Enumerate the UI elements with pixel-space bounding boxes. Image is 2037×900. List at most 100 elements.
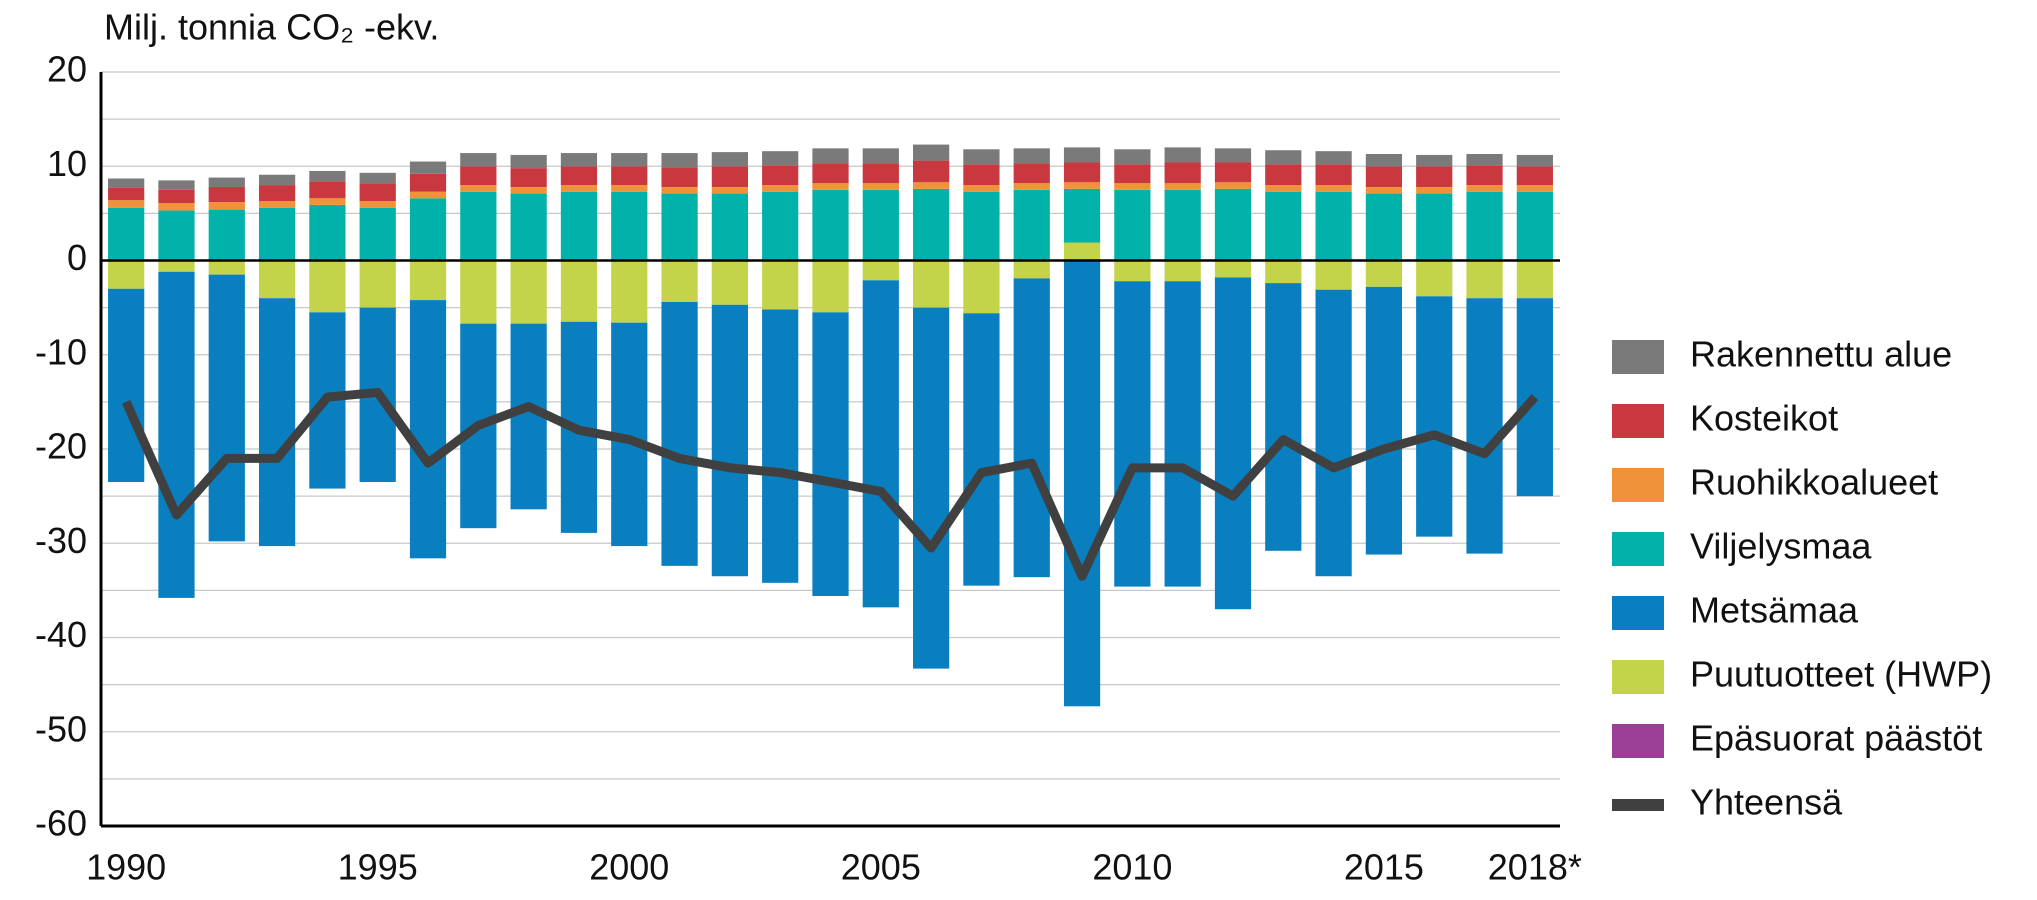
bar-segment — [963, 164, 1000, 186]
bar-segment — [1365, 166, 1403, 187]
bar-segment — [1114, 189, 1151, 260]
total-line — [122, 387, 1539, 581]
bar-segment — [510, 154, 547, 169]
bar-segment — [1013, 278, 1050, 578]
bar-segment — [1214, 148, 1252, 163]
bar-segment — [158, 210, 195, 260]
bar-segment — [359, 183, 396, 202]
bar-segment — [460, 191, 497, 260]
bar-segment — [913, 160, 950, 183]
bar-segment — [158, 271, 195, 598]
bar-segment — [812, 183, 849, 190]
bar-segment — [208, 186, 245, 203]
bar-segment — [1063, 188, 1101, 243]
bar-segment — [762, 309, 799, 583]
bar-segment — [258, 207, 296, 260]
chart-title: Milj. tonnia CO₂ -ekv. — [104, 7, 439, 48]
bar-segment — [1013, 148, 1050, 164]
bar-segment — [1063, 260, 1101, 707]
bar-segment — [1164, 162, 1201, 184]
bar-segment — [1164, 183, 1201, 190]
bar-segment — [1114, 149, 1151, 165]
x-tick-label: 1995 — [338, 847, 418, 888]
bar-segment — [1315, 191, 1352, 260]
legend-label: Yhteensä — [1690, 782, 1843, 823]
bar-segment — [913, 188, 950, 260]
bar-segment — [1516, 154, 1553, 167]
bar-segment — [158, 180, 195, 190]
bar-segment — [661, 186, 698, 194]
bar-segment — [258, 298, 296, 547]
bar-segment — [1164, 281, 1201, 587]
x-tick-label: 2005 — [841, 847, 921, 888]
x-tick-label: 2015 — [1344, 847, 1424, 888]
bar-segment — [611, 153, 648, 167]
bar-segment — [1214, 277, 1252, 610]
bar-segment — [762, 165, 799, 186]
legend-label: Ruohikkoalueet — [1690, 462, 1938, 503]
legend-label: Viljelysmaa — [1690, 526, 1872, 567]
bar-segment — [611, 185, 648, 192]
legend-swatch — [1612, 404, 1664, 438]
bar-segment — [963, 149, 1000, 165]
legend-swatch — [1612, 724, 1664, 758]
bar-segment — [812, 148, 849, 164]
legend-swatch — [1612, 532, 1664, 566]
y-tick-label: -50 — [35, 708, 87, 749]
bar-segment — [309, 260, 346, 313]
bar-segment — [1315, 260, 1352, 290]
bar-segment — [510, 186, 547, 194]
bar-segment — [108, 187, 145, 201]
y-tick-label: 10 — [47, 143, 87, 184]
legend-swatch — [1612, 799, 1664, 811]
bar-segment — [1265, 191, 1302, 260]
x-tick-label: 2018* — [1488, 847, 1582, 888]
bar-segment — [661, 301, 698, 566]
bar-segment — [359, 172, 396, 184]
bar-segment — [661, 193, 698, 260]
legend-label: Metsämaa — [1690, 590, 1859, 631]
bar-segment — [862, 183, 899, 190]
y-tick-label: -30 — [35, 520, 87, 561]
bar-segment — [1013, 189, 1050, 260]
bar-segment — [1466, 185, 1503, 192]
bar-segment — [1516, 166, 1553, 186]
bar-segment — [1164, 189, 1201, 260]
bar-segment — [862, 189, 899, 260]
bar-segment — [862, 163, 899, 184]
bar-segment — [812, 312, 849, 597]
bar-segment — [309, 170, 346, 182]
bar-segment — [258, 201, 296, 208]
bar-segment — [711, 186, 748, 194]
bar-segment — [1416, 154, 1453, 167]
bar-segment — [1416, 260, 1453, 297]
bar-segment — [611, 166, 648, 186]
bar-segment — [812, 163, 849, 184]
legend-label: Puutuotteet (HWP) — [1690, 654, 1992, 695]
bar-segment — [1114, 281, 1151, 587]
x-tick-label: 2000 — [589, 847, 669, 888]
bar-segment — [309, 181, 346, 199]
bar-segment — [409, 161, 447, 174]
bar-segment — [862, 260, 899, 281]
bar-segment — [711, 304, 748, 577]
bar-segment — [158, 203, 195, 211]
bar-segment — [208, 260, 245, 275]
x-tick-label: 1990 — [86, 847, 166, 888]
bar-segment — [1214, 260, 1252, 278]
legend-swatch — [1612, 340, 1664, 374]
bar-segment — [711, 260, 748, 305]
bar-segment — [208, 274, 245, 542]
bar-segment — [1466, 260, 1503, 299]
bar-segment — [1365, 186, 1403, 194]
bar-segment — [258, 260, 296, 299]
bar-segment — [1516, 185, 1553, 192]
y-tick-label: -60 — [35, 803, 87, 844]
bar-segment — [208, 209, 245, 260]
bar-segment — [409, 198, 447, 260]
bar-segment — [711, 193, 748, 260]
bar-segment — [1416, 193, 1453, 260]
bar-segment — [1365, 286, 1403, 555]
bar-segment — [1063, 162, 1101, 183]
